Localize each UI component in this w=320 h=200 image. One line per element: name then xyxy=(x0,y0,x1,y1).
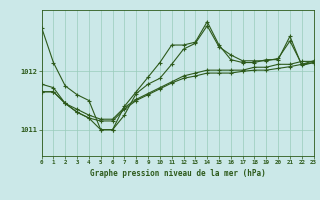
X-axis label: Graphe pression niveau de la mer (hPa): Graphe pression niveau de la mer (hPa) xyxy=(90,169,266,178)
